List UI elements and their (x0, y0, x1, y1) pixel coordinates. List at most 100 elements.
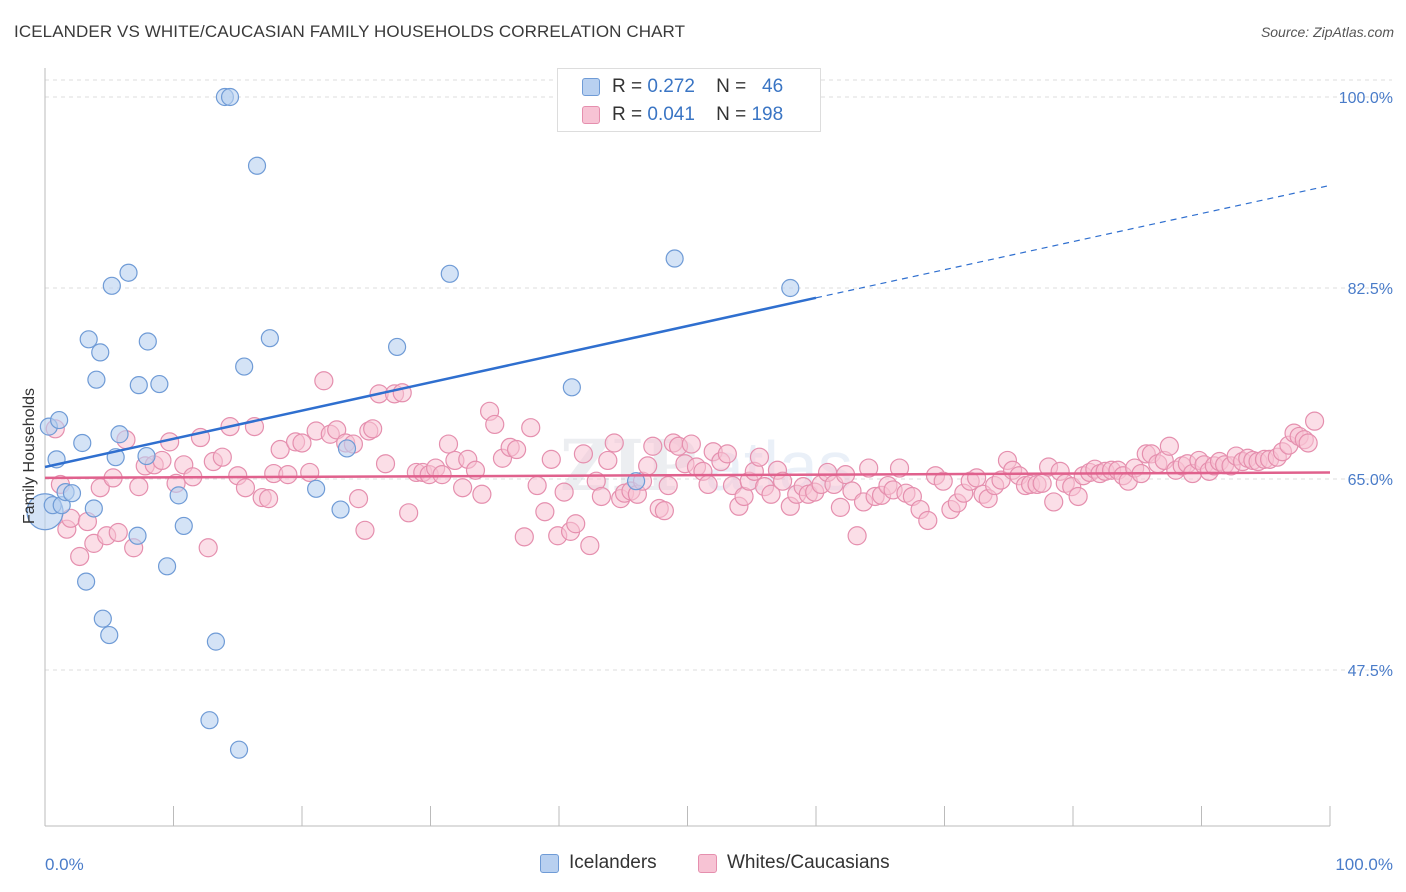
whites-point (70, 546, 90, 567)
icelanders-point (235, 357, 254, 376)
trend-lines (44, 184, 1331, 480)
bottom-legend-swatch-pink (698, 853, 717, 873)
bottom-legend-icelanders: Icelanders (540, 852, 657, 874)
legend-r-value: 0.041 (647, 104, 695, 125)
icelanders-point (77, 572, 96, 591)
source-credit: Source: ZipAtlas.com (1260, 24, 1394, 40)
whites-point (1159, 436, 1179, 456)
whites-point (604, 433, 624, 453)
legend-row-icelanders: R = 0.272 N = 46 (582, 73, 783, 101)
icelanders-point (128, 526, 147, 545)
icelanders-point (174, 516, 193, 536)
icelanders-point (84, 499, 103, 518)
y-axis-label: Family Households (21, 388, 38, 524)
icelanders-point (387, 337, 407, 357)
whites-point (772, 471, 793, 491)
whites-point (485, 414, 505, 435)
icelanders-point (247, 156, 267, 175)
whites-point (573, 444, 594, 464)
whites-point (847, 526, 867, 546)
whites-points (45, 371, 1325, 567)
whites-point (1304, 411, 1325, 431)
whites-point (654, 501, 674, 521)
whites-point (1298, 433, 1318, 453)
icelanders-point (91, 343, 110, 362)
whites-point (643, 436, 663, 456)
whites-point (514, 527, 534, 547)
icelanders-point (100, 625, 119, 645)
whites-point (300, 462, 320, 483)
whites-point (1068, 486, 1088, 507)
legend-row-whites: R = 0.041 N = 198 (582, 101, 783, 129)
whites-point (580, 535, 600, 556)
whites-point (1032, 473, 1052, 493)
x-tick-label-min: 0.0% (45, 855, 84, 874)
icelanders-point (137, 446, 156, 466)
whites-point (198, 538, 218, 558)
whites-point (399, 503, 419, 523)
whites-point (830, 497, 851, 517)
bottom-legend-label: Icelanders (569, 852, 657, 873)
whites-point (698, 474, 718, 495)
whites-point (918, 510, 938, 531)
icelanders-point (169, 486, 188, 505)
whites-point (465, 460, 486, 480)
whites-point (717, 444, 737, 464)
whites-point (108, 522, 128, 543)
icelanders-point (87, 370, 106, 389)
icelanders-point (79, 330, 98, 349)
whites-point (129, 477, 149, 497)
legend-swatch-pink (582, 106, 600, 124)
y-tick-label: 65.0% (1348, 472, 1393, 489)
icelanders-point (307, 479, 326, 498)
whites-point (472, 484, 492, 504)
axes (44, 68, 1331, 827)
whites-point (967, 468, 987, 488)
y-tick-label: 82.5% (1348, 281, 1393, 298)
icelanders-point (138, 332, 157, 351)
whites-point (278, 465, 298, 485)
whites-point (270, 439, 290, 460)
legend-n-label: N = (716, 76, 747, 97)
icelanders-point (129, 376, 148, 395)
icelanders-point (62, 484, 82, 503)
icelanders-point (102, 276, 121, 295)
icelanders-point (200, 711, 219, 730)
icelanders-point (50, 410, 69, 430)
whites-point (235, 478, 256, 498)
whites-point (314, 371, 334, 391)
whites-point (541, 449, 561, 469)
whites-point (638, 456, 658, 476)
whites-point (432, 465, 452, 485)
whites-point (658, 475, 678, 496)
whites-point (889, 458, 910, 478)
whites-point (598, 450, 618, 471)
whites-point (1044, 492, 1064, 512)
whites-point (521, 418, 541, 438)
whites-point (453, 478, 473, 498)
icelanders-point (93, 609, 112, 628)
legend-r-label: R = (612, 76, 643, 97)
legend-swatch-blue (582, 78, 600, 96)
legend-r-label: R = (612, 104, 643, 125)
icelanders-point (337, 439, 357, 458)
icelanders-point (626, 472, 646, 491)
icelanders-points (26, 87, 800, 759)
whites-point (348, 489, 369, 509)
bottom-legend-whites: Whites/Caucasians (698, 852, 890, 874)
x-tick-label-max: 100.0% (1335, 855, 1393, 874)
bottom-legend-swatch-blue (540, 853, 559, 873)
icelanders-point (440, 264, 459, 283)
legend-r-value: 0.272 (647, 76, 695, 97)
icelanders-point (119, 263, 138, 282)
icelanders-point (229, 740, 249, 759)
whites-point (554, 482, 574, 502)
whites-point (292, 433, 312, 453)
bottom-legend-label: Whites/Caucasians (727, 852, 890, 873)
whites-point (566, 514, 586, 534)
whites-point (761, 484, 781, 504)
whites-point (355, 520, 375, 540)
legend-n-value: 198 (751, 104, 784, 125)
icelanders-point (781, 278, 800, 298)
icelanders-trend-line (44, 296, 817, 469)
